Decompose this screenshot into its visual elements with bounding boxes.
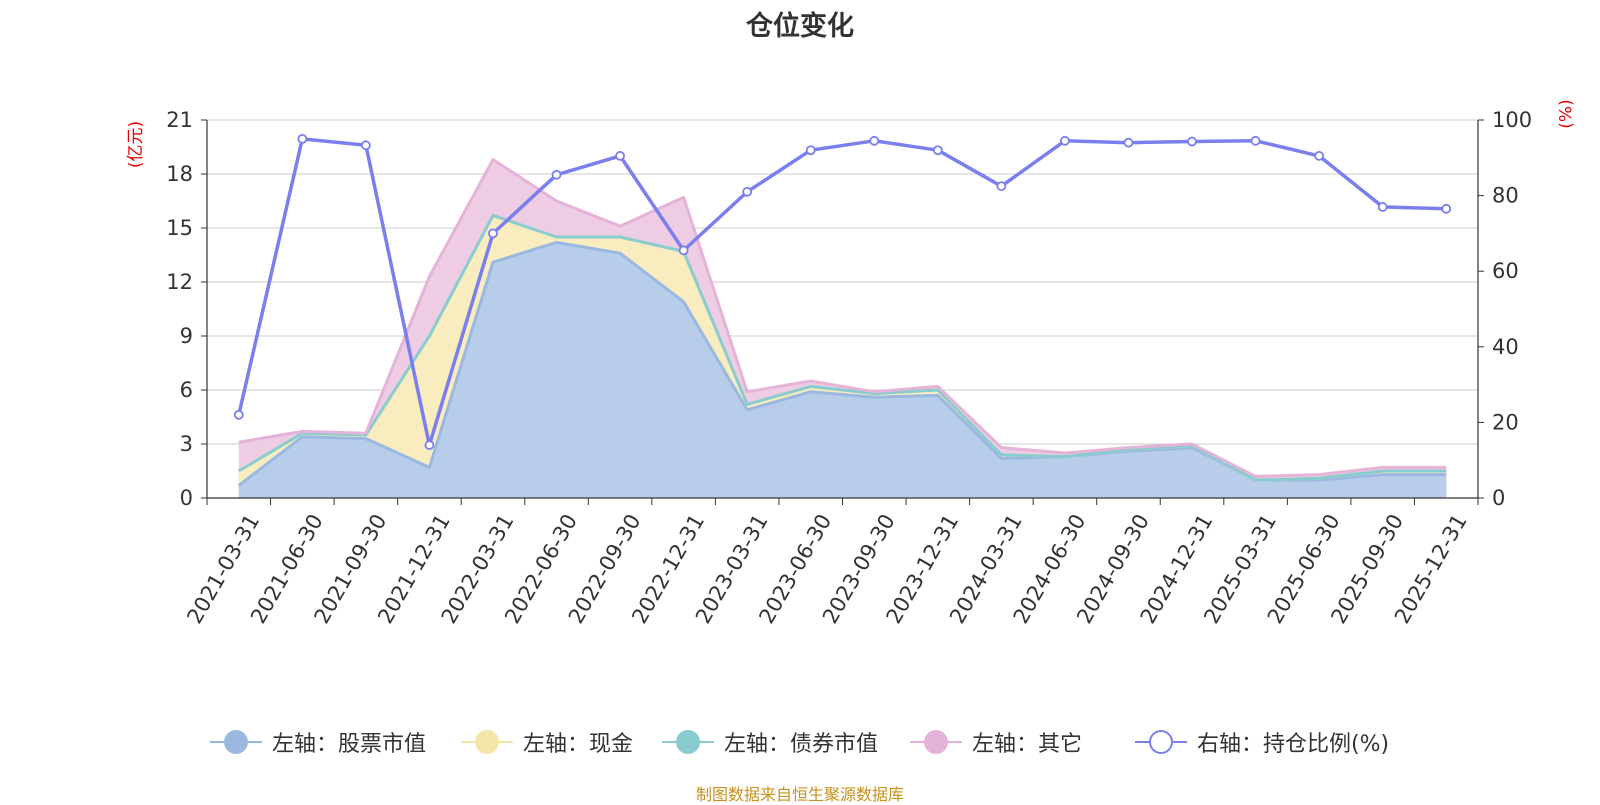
chart-title: 仓位变化 [746,11,854,42]
legend-item[interactable]: 左轴：债券市值 [662,722,878,762]
data-point [488,228,498,239]
data-point [1314,151,1325,161]
right-tick-label: 0 [1492,486,1505,510]
legend-marker-icon [461,730,513,754]
legend-item[interactable]: 右轴：持仓比例(%) [1135,722,1389,762]
data-point [1123,137,1134,148]
legend-label: 左轴：现金 [523,732,634,757]
legend-item[interactable]: 左轴：其它 [910,722,1082,762]
area-edge-左轴：债券市值 [238,213,1447,482]
data-point [742,186,753,197]
data-point [678,245,689,256]
left-tick-label: 18 [166,162,193,186]
left-tick-label: 0 [180,486,193,510]
left-tick-label: 12 [166,270,193,294]
right-tick-label: 20 [1492,410,1519,434]
left-tick-label: 15 [166,216,193,240]
left-tick-label: 6 [180,378,193,402]
stacked-areas [237,158,1447,498]
right-tick-label: 100 [1492,108,1532,132]
legend-label: 右轴：持仓比例(%) [1197,732,1390,757]
data-point [233,409,244,420]
left-tick-label: 9 [180,324,193,348]
legend-marker-icon [910,730,962,754]
legend-marker-icon [662,730,714,754]
ratio-line [233,133,1452,450]
data-point [615,151,625,161]
axes: 0369121518210204060801002021-03-312021-0… [166,108,1532,628]
data-point [1187,136,1197,147]
data-point [1441,203,1452,214]
series-line [237,137,1447,447]
data-point [1060,135,1070,146]
legend-item[interactable]: 左轴：股票市值 [210,722,426,762]
data-point [297,133,308,144]
left-tick-label: 3 [180,432,193,456]
data-point [932,145,943,156]
right-tick-label: 60 [1492,259,1519,283]
legend-marker-icon [1135,730,1187,754]
left-tick-label: 21 [166,108,193,132]
right-tick-label: 80 [1492,184,1519,208]
area-左轴：股票市值 [238,242,1447,498]
footer-note: 制图数据来自恒生聚源数据库 [695,785,904,804]
right-tick-label: 40 [1492,335,1519,359]
legend-label: 左轴：股票市值 [272,732,427,757]
data-point [1250,135,1261,146]
data-point [424,440,435,450]
legend-label: 左轴：债券市值 [724,732,879,757]
legend-item[interactable]: 左轴：现金 [461,722,633,762]
legend-marker-icon [210,730,262,754]
data-point [551,169,562,180]
legend-label: 左轴：其它 [972,732,1083,757]
data-point [996,181,1007,192]
data-point [1377,202,1388,212]
legend: 左轴：股票市值 左轴：现金 左轴：债券市值 左轴：其它 右轴：持仓比例(%) [0,722,1600,762]
data-point [805,145,816,156]
data-point [360,140,371,151]
area-edge-左轴：其它 [238,158,1447,478]
data-point [869,135,880,146]
